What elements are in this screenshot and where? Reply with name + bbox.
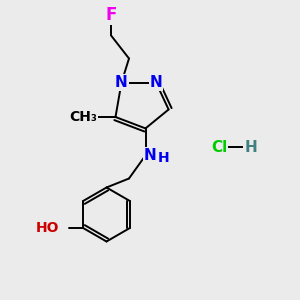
- Text: CH₃: CH₃: [70, 110, 97, 124]
- Text: N: N: [115, 75, 128, 90]
- Text: N: N: [150, 75, 162, 90]
- Text: N: N: [144, 148, 156, 163]
- Text: H: H: [158, 151, 169, 165]
- Text: H: H: [244, 140, 257, 154]
- Text: F: F: [105, 6, 117, 24]
- Text: HO: HO: [36, 221, 60, 235]
- Text: Cl: Cl: [211, 140, 227, 154]
